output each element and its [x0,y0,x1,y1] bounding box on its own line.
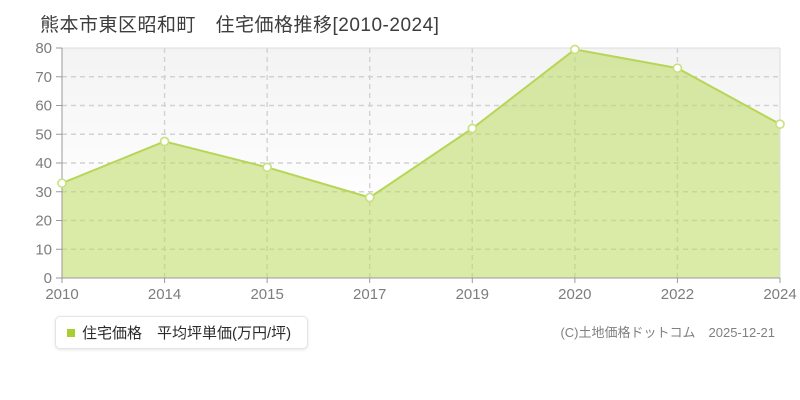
legend-label: 住宅価格 平均坪単価(万円/坪) [82,325,292,342]
y-tick-label: 80 [35,40,52,57]
x-tick-label: 2014 [148,286,181,303]
x-tick-label: 2017 [353,286,386,303]
data-point-marker[interactable] [775,119,785,129]
x-tick-label: 2010 [45,286,78,303]
price-trend-chart: 0 10 20 30 40 50 60 70 80 2010 2014 2015 2017 2019 202… [35,40,796,303]
y-tick-label: 10 [35,241,52,258]
chart-canvas: 0 10 20 30 40 50 60 70 80 2010 2014 2015 2017 2019 202… [35,40,796,303]
data-point-marker[interactable] [672,63,683,73]
chart-title: 熊本市東区昭和町 住宅価格推移[2010-2024] [40,15,440,36]
y-tick-label: 70 [35,69,52,86]
data-point-marker[interactable] [467,123,478,134]
x-tick-label: 2015 [250,286,283,303]
x-tick-label: 2022 [661,286,694,303]
legend: 住宅価格 平均坪単価(万円/坪) [55,316,309,349]
data-point-marker[interactable] [57,178,67,188]
x-tick-label: 2019 [456,286,489,303]
y-tick-label: 50 [35,126,52,143]
price-line [61,48,781,199]
copyright-text: (C)土地価格ドットコム 2025-12-21 [560,325,775,340]
data-point-marker[interactable] [159,136,170,147]
y-tick-label: 40 [35,155,52,172]
x-tick-label: 2020 [558,286,591,303]
y-tick-label: 20 [35,213,52,230]
y-tick-label: 0 [44,270,52,287]
data-point-marker[interactable] [364,192,375,203]
data-point-marker[interactable] [570,44,580,55]
y-tick-label: 60 [35,98,52,115]
x-tick-label: 2024 [763,286,796,303]
y-tick-label: 30 [35,184,52,201]
series-marker-icon [67,328,75,337]
data-point-marker[interactable] [262,162,272,173]
